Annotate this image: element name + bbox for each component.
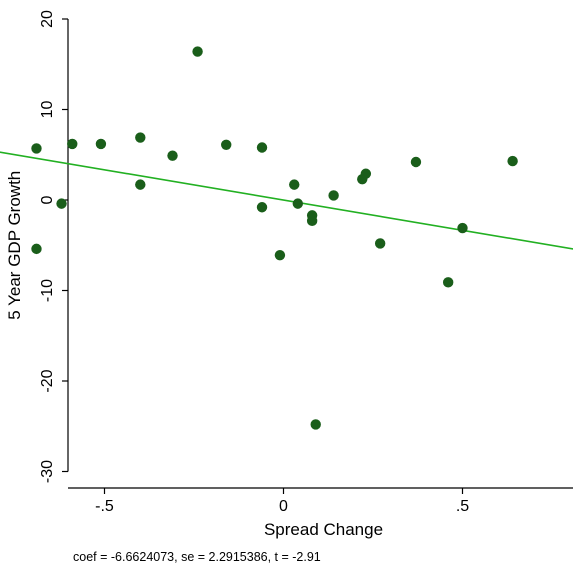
y-tick-label: 0 [39, 195, 56, 204]
data-point [135, 132, 146, 143]
x-tick-label: .5 [456, 498, 469, 515]
data-point [31, 143, 42, 154]
data-point [292, 198, 304, 209]
data-point [31, 243, 42, 255]
data-point [192, 46, 203, 57]
data-point [374, 238, 386, 249]
y-axis: -30 -20 -10 0 10 20 [39, 10, 69, 483]
data-point [221, 139, 232, 150]
data-point [256, 142, 268, 153]
data-point [410, 156, 422, 168]
x-tick-label: 0 [279, 498, 288, 515]
x-tick-label: -.5 [95, 498, 114, 515]
data-point [135, 179, 146, 190]
data-point [457, 222, 468, 234]
data-point [167, 150, 178, 161]
regression-note: coef = -6.6624073, se = 2.2915386, t = -… [73, 550, 321, 564]
y-tick-label: -30 [39, 460, 56, 483]
y-tick-label: 10 [39, 101, 56, 119]
points-layer [31, 46, 518, 430]
data-point [328, 190, 339, 201]
data-point [507, 155, 518, 167]
fit-line [0, 151, 573, 250]
y-axis-title: 5 Year GDP Growth [5, 171, 24, 320]
data-point [310, 419, 321, 430]
x-axis-title: Spread Change [264, 520, 383, 539]
data-point [442, 277, 454, 288]
data-point [274, 250, 286, 261]
fit-line-layer [0, 151, 573, 250]
y-tick-label: -20 [39, 369, 56, 392]
data-point [306, 215, 318, 227]
x-axis: -1-.50.511.5 [68, 487, 573, 515]
data-point [360, 168, 372, 179]
data-point [67, 138, 78, 150]
data-point [289, 179, 300, 190]
data-point [56, 198, 67, 209]
y-tick-label: -10 [39, 279, 56, 302]
data-point [256, 202, 268, 213]
y-tick-label: 20 [39, 10, 56, 28]
data-point [95, 138, 107, 150]
